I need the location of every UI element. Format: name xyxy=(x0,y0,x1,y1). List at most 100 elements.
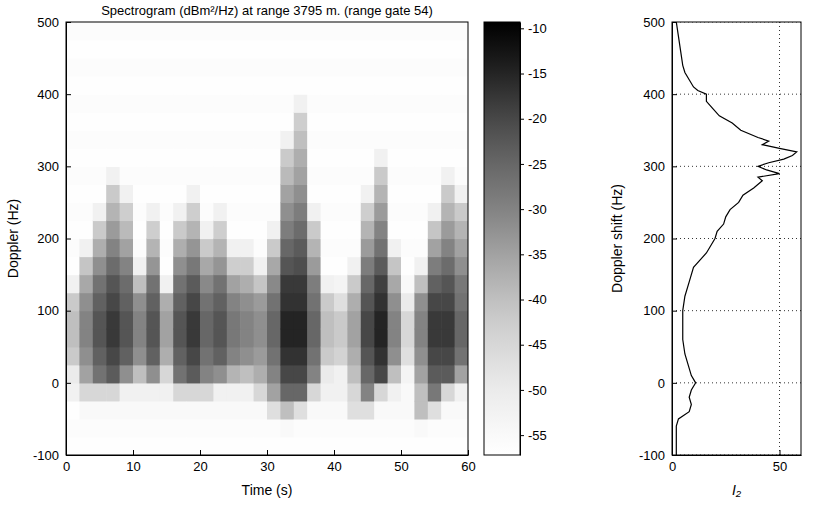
heatmap-cell xyxy=(361,166,375,185)
heatmap-cell xyxy=(361,311,375,330)
heatmap-cell xyxy=(441,202,455,221)
heatmap-cell xyxy=(294,419,308,438)
heatmap-cell xyxy=(173,257,187,276)
heatmap-cell xyxy=(254,293,268,312)
heatmap-cell xyxy=(240,166,254,185)
y-axis-title: Doppler (Hz) xyxy=(5,199,21,278)
heatmap-cell xyxy=(79,76,93,95)
tick: 200 xyxy=(643,231,677,246)
heatmap-cell xyxy=(361,184,375,203)
plot-frame xyxy=(66,22,468,455)
heatmap-cell xyxy=(213,257,227,276)
heatmap-cell xyxy=(106,220,120,239)
heatmap-cell xyxy=(93,329,107,348)
heatmap-cell xyxy=(388,22,402,41)
heatmap-cell xyxy=(374,275,388,294)
heatmap-cell xyxy=(213,220,227,239)
heatmap-cell xyxy=(294,184,308,203)
tick-label: 200 xyxy=(643,231,665,246)
heatmap-cell xyxy=(267,130,281,149)
heatmap-cell xyxy=(321,148,335,167)
heatmap-cell xyxy=(321,401,335,420)
axis-line xyxy=(67,455,469,456)
heatmap-cell xyxy=(280,202,294,221)
heatmap-cell xyxy=(106,58,120,77)
heatmap-cell xyxy=(160,329,174,348)
tick-label: 40 xyxy=(327,459,341,474)
heatmap-cell xyxy=(294,130,308,149)
heatmap-cell xyxy=(441,130,455,149)
heatmap-cell xyxy=(307,112,321,131)
heatmap-cell xyxy=(455,130,468,149)
heatmap-cell xyxy=(401,202,415,221)
tick-label: 300 xyxy=(37,159,59,174)
heatmap-cell xyxy=(321,166,335,185)
heatmap-cell xyxy=(267,148,281,167)
heatmap-cell xyxy=(267,166,281,185)
heatmap-cell xyxy=(213,166,227,185)
heatmap-cell xyxy=(388,293,402,312)
heatmap-cell xyxy=(374,401,388,420)
heatmap-cell xyxy=(455,76,468,95)
heatmap-cell xyxy=(106,419,120,438)
plot-frame xyxy=(672,22,801,455)
heatmap-cell xyxy=(120,329,134,348)
heatmap-cell xyxy=(347,112,361,131)
heatmap-cell xyxy=(160,22,174,41)
heatmap-cell xyxy=(200,293,214,312)
tick: 0 xyxy=(52,375,71,390)
tick-label: -45 xyxy=(528,337,547,352)
heatmap-cell xyxy=(321,365,335,384)
heatmap-cell xyxy=(146,166,160,185)
heatmap-cell xyxy=(93,275,107,294)
tick: 50 xyxy=(394,450,408,474)
heatmap-cell xyxy=(254,347,268,366)
x-axis-title: Time (s) xyxy=(242,482,293,498)
heatmap-cell xyxy=(307,40,321,59)
heatmap-cell xyxy=(254,76,268,95)
heatmap-cell xyxy=(455,220,468,239)
heatmap-cell xyxy=(120,239,134,258)
heatmap-cell xyxy=(93,184,107,203)
heatmap-cell xyxy=(374,293,388,312)
heatmap-cell xyxy=(146,257,160,276)
heatmap-cell xyxy=(347,329,361,348)
heatmap-cell xyxy=(66,311,80,330)
heatmap-cell xyxy=(200,148,214,167)
heatmap-cell xyxy=(267,383,281,402)
heatmap-cell xyxy=(213,130,227,149)
heatmap-cell xyxy=(401,94,415,113)
heatmap-cell xyxy=(414,22,428,41)
heatmap-cell xyxy=(106,184,120,203)
grid-line xyxy=(779,22,780,455)
heatmap-cell xyxy=(146,329,160,348)
tick: 60 xyxy=(461,450,475,474)
heatmap-cell xyxy=(120,148,134,167)
tick-mark xyxy=(520,28,524,29)
heatmap-cell xyxy=(200,76,214,95)
tick: -15 xyxy=(520,66,547,81)
heatmap-cell xyxy=(347,40,361,59)
heatmap-cell xyxy=(388,40,402,59)
heatmap-cell xyxy=(93,202,107,221)
heatmap-cell xyxy=(227,239,241,258)
heatmap-cell xyxy=(280,184,294,203)
heatmap-cell xyxy=(414,239,428,258)
heatmap-cell xyxy=(307,275,321,294)
heatmap-cell xyxy=(200,365,214,384)
heatmap-cell xyxy=(401,130,415,149)
tick-mark xyxy=(66,94,71,95)
heatmap-cell xyxy=(374,22,388,41)
heatmap-cell xyxy=(455,184,468,203)
heatmap-cell xyxy=(334,130,348,149)
heatmap-cell xyxy=(146,40,160,59)
heatmap-cell xyxy=(388,58,402,77)
heatmap-cell xyxy=(187,437,201,455)
heatmap-cell xyxy=(334,239,348,258)
heatmap-cell xyxy=(307,22,321,41)
heatmap-cell xyxy=(321,293,335,312)
heatmap-cell xyxy=(294,76,308,95)
heatmap-cell xyxy=(321,383,335,402)
heatmap-cell xyxy=(428,130,442,149)
heatmap-cell xyxy=(388,347,402,366)
